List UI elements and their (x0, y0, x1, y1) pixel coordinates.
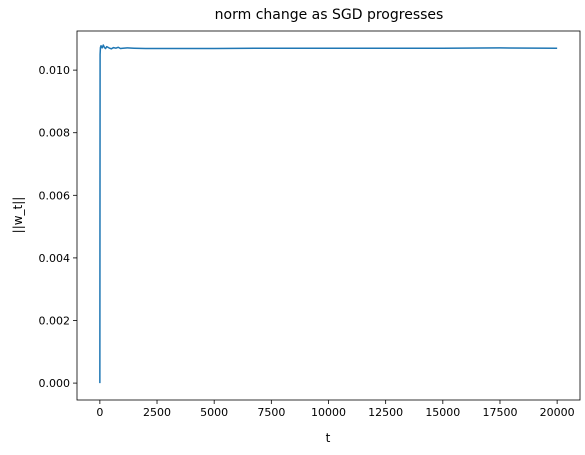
x-tick-label: 5000 (200, 406, 228, 419)
x-tick-label: 17500 (482, 406, 517, 419)
x-tick-label: 2500 (143, 406, 171, 419)
x-axis-label: t (326, 431, 331, 445)
y-axis: 0.000 0.002 0.004 0.006 0.008 0.010 (39, 64, 77, 390)
x-tick-label: 20000 (540, 406, 575, 419)
y-tick-label: 0.000 (39, 377, 71, 390)
x-tick-label: 10000 (311, 406, 346, 419)
y-axis-label: ||w_t|| (11, 197, 25, 234)
x-tick-label: 15000 (425, 406, 460, 419)
y-tick-label: 0.008 (39, 127, 71, 140)
y-tick-label: 0.002 (39, 315, 71, 328)
x-tick-label: 0 (96, 406, 103, 419)
chart-title: norm change as SGD progresses (215, 7, 444, 23)
series-line-0 (99, 44, 558, 384)
series-layer (99, 44, 558, 384)
y-tick-label: 0.010 (39, 64, 71, 77)
x-tick-label: 7500 (257, 406, 285, 419)
plot-area (76, 30, 581, 401)
x-tick-label: 12500 (368, 406, 403, 419)
y-tick-label: 0.004 (39, 252, 71, 265)
plot-frame (76, 30, 581, 401)
y-tick-label: 0.006 (39, 189, 71, 202)
x-axis: 0 2500 5000 7500 10000 12500 15000 17500 20000 (96, 400, 575, 419)
